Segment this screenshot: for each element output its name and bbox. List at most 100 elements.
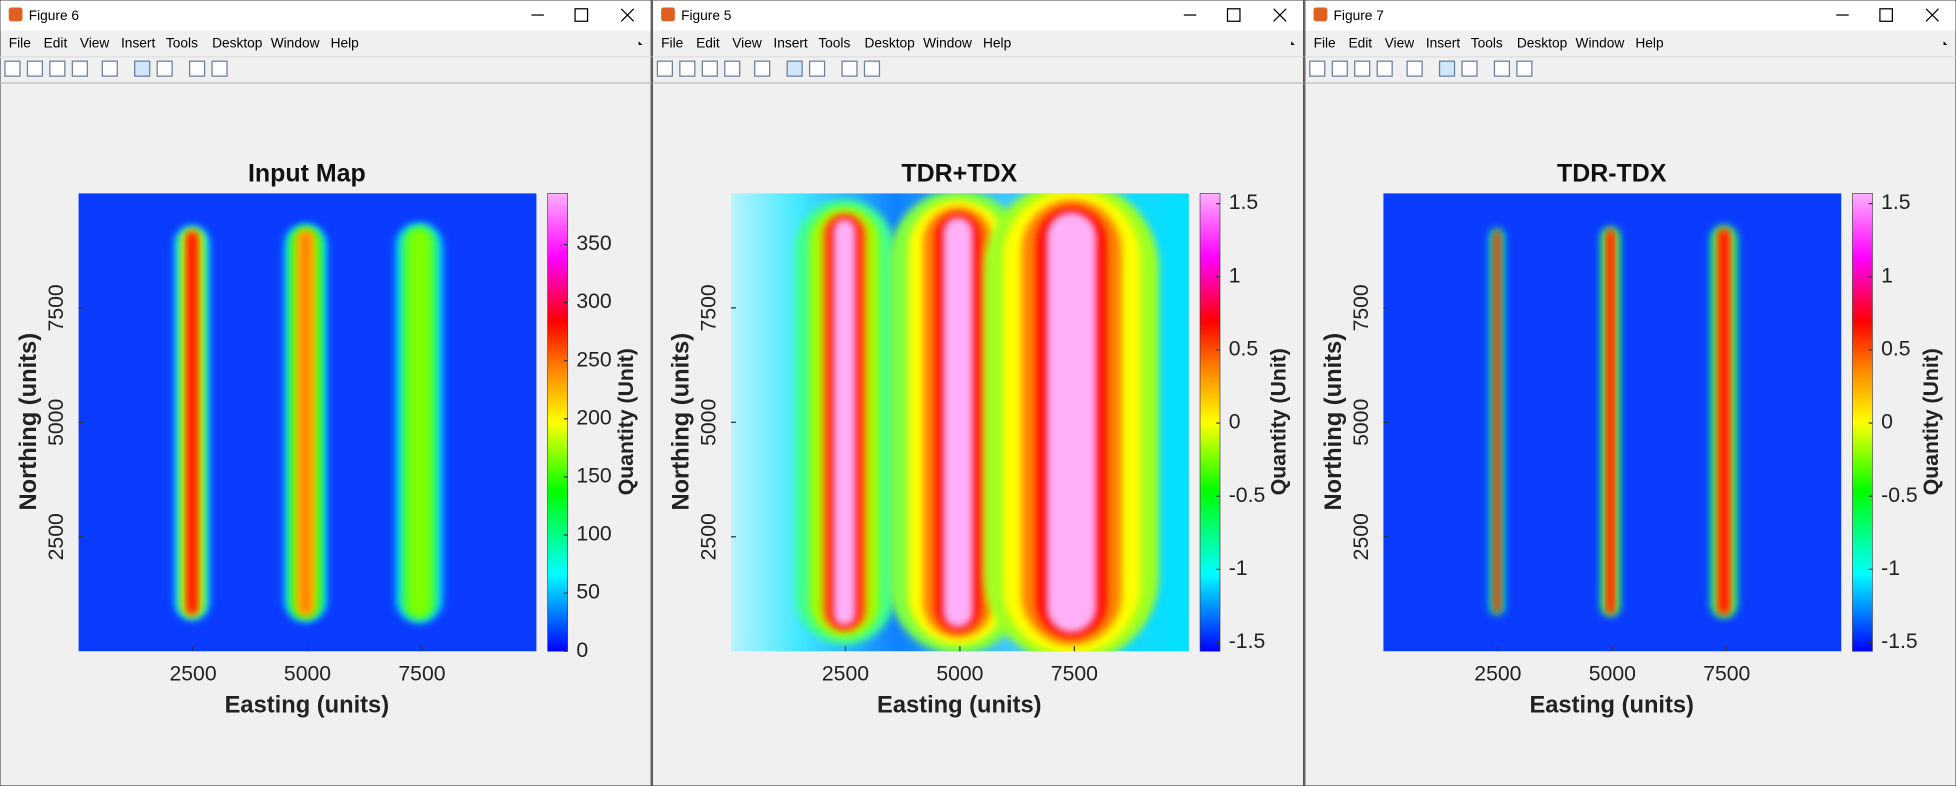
heatmap-feature	[409, 229, 430, 617]
window-title: Figure 6	[29, 8, 80, 23]
menu-item[interactable]: Edit	[696, 35, 720, 50]
window-title: Figure 5	[681, 8, 732, 23]
chart-title: TDR-TDX	[1557, 159, 1667, 187]
x-tick-label: 5000	[936, 663, 983, 686]
toolbar-button[interactable]	[863, 60, 881, 77]
toolbar-button[interactable]	[1516, 60, 1533, 77]
title-bar	[653, 0, 1303, 31]
toolbar-button[interactable]	[156, 60, 173, 77]
menu-item[interactable]: Tools	[818, 35, 850, 50]
y-axis-label: Northing (units)	[669, 333, 695, 511]
toolbar-button[interactable]	[701, 60, 718, 77]
x-tick-label: 7500	[398, 663, 445, 686]
y-tick-label: 5000	[1350, 399, 1373, 446]
toolbar-button[interactable]	[1331, 60, 1348, 77]
toolbar-button[interactable]	[49, 60, 66, 77]
toolbar-button[interactable]	[679, 60, 696, 77]
menu-item[interactable]: Edit	[44, 35, 68, 50]
menu-item[interactable]: Help	[331, 35, 360, 50]
close-button[interactable]	[620, 8, 635, 22]
toolbar-button[interactable]	[1309, 60, 1326, 77]
menu-item[interactable]: Insert	[773, 35, 807, 50]
colorbar-tick-label: 150	[576, 465, 611, 488]
app-icon	[8, 7, 23, 22]
colorbar-tick-label: 1.5	[1881, 191, 1910, 214]
menu-item[interactable]: Desktop	[864, 35, 915, 50]
menu-item[interactable]: Desktop	[212, 35, 263, 50]
x-tick-label: 2500	[169, 663, 216, 686]
toolbar-button[interactable]	[134, 60, 151, 77]
colorbar-tick-label: 100	[576, 523, 611, 546]
menu-item[interactable]: Window	[923, 35, 972, 50]
x-axis-label: Easting (units)	[877, 692, 1042, 718]
menu-item[interactable]: Window	[271, 35, 320, 50]
x-tick-label: 7500	[1051, 663, 1098, 686]
toolbar-button[interactable]	[211, 60, 228, 77]
colorbar-tick-label: -1.5	[1229, 630, 1266, 653]
menu-item[interactable]: Tools	[1471, 35, 1503, 50]
toolbar-button[interactable]	[1406, 60, 1423, 77]
toolbar-button[interactable]	[754, 60, 771, 77]
colorbar	[1199, 193, 1221, 652]
toolbar-button[interactable]	[101, 60, 118, 77]
colorbar-tick-label: 200	[576, 406, 611, 429]
toolbar-button[interactable]	[1461, 60, 1478, 77]
colorbar-tick-label: 250	[576, 348, 611, 371]
toolbar-button[interactable]	[1493, 60, 1511, 77]
y-axis-label: Northing (units)	[16, 333, 42, 511]
menu-item[interactable]: Window	[1576, 35, 1625, 50]
y-tick-label: 7500	[1350, 284, 1373, 331]
heatmap-feature	[1046, 212, 1097, 633]
heatmap	[794, 193, 1159, 652]
x-tick-label: 2500	[822, 663, 869, 686]
toolbar-button[interactable]	[1376, 60, 1393, 77]
heatmap-feature	[300, 232, 311, 614]
menu-item[interactable]: Insert	[121, 35, 155, 50]
menu-item[interactable]: File	[9, 35, 31, 50]
x-axis-label: Easting (units)	[1529, 692, 1694, 718]
toolbar-button[interactable]	[724, 60, 741, 77]
toolbar-button[interactable]	[656, 60, 673, 77]
maximize-button[interactable]	[1879, 8, 1894, 22]
x-tick-label: 2500	[1474, 663, 1521, 686]
menu-item[interactable]: View	[80, 35, 110, 50]
menu-item[interactable]: Help	[1635, 35, 1664, 50]
colorbar-tick-label: -1	[1229, 557, 1248, 580]
toolbar-button[interactable]	[808, 60, 826, 77]
heatmap-feature	[188, 232, 196, 614]
x-axis-label: Easting (units)	[225, 692, 390, 718]
menu-item[interactable]: View	[732, 35, 762, 50]
y-tick-label: 7500	[45, 284, 68, 331]
chart-title: Input Map	[248, 159, 366, 187]
menu-item[interactable]: Desktop	[1517, 35, 1568, 50]
toolbar-button[interactable]	[188, 60, 206, 77]
colorbar-tick-label: -1	[1881, 557, 1900, 580]
close-button[interactable]	[1925, 8, 1939, 22]
menu-item[interactable]: File	[1314, 35, 1336, 50]
maximize-button[interactable]	[574, 8, 589, 22]
toolbar-button[interactable]	[71, 60, 88, 77]
y-tick-label: 2500	[697, 513, 720, 560]
toolbar-button[interactable]	[1438, 60, 1456, 77]
menu-item[interactable]: View	[1385, 35, 1415, 50]
colorbar-tick-label: 1.5	[1229, 191, 1258, 214]
toolbar-button[interactable]	[4, 60, 21, 77]
menu-item[interactable]: Edit	[1348, 35, 1372, 50]
y-tick-label: 2500	[45, 513, 68, 560]
menu-item[interactable]: Tools	[166, 35, 198, 50]
maximize-button[interactable]	[1226, 8, 1241, 22]
menu-arrow	[638, 41, 643, 45]
heatmap	[1489, 225, 1738, 619]
toolbar-button[interactable]	[841, 60, 858, 77]
menu-item[interactable]: Insert	[1426, 35, 1460, 50]
toolbar-button[interactable]	[1354, 60, 1371, 77]
title-bar	[0, 0, 651, 31]
app-icon	[661, 7, 675, 22]
menu-item[interactable]: File	[661, 35, 683, 50]
toolbar-button[interactable]	[786, 60, 803, 77]
toolbar-button[interactable]	[26, 60, 44, 77]
close-button[interactable]	[1273, 8, 1287, 22]
colorbar-tick-label: 0	[1881, 411, 1893, 434]
menu-item[interactable]: Help	[983, 35, 1012, 50]
